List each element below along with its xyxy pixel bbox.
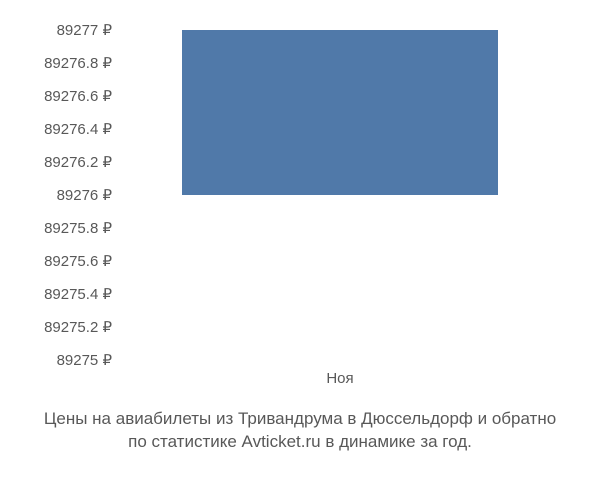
y-tick-label: 89275.4 ₽ (44, 285, 112, 303)
y-tick-label: 89275 ₽ (57, 351, 112, 369)
y-tick-label: 89275.6 ₽ (44, 252, 112, 270)
y-tick-label: 89276.8 ₽ (44, 54, 112, 72)
y-tick-label: 89277 ₽ (57, 21, 112, 39)
chart-caption: Цены на авиабилеты из Тривандрума в Дюсс… (0, 408, 600, 454)
y-tick-label: 89275.2 ₽ (44, 318, 112, 336)
y-tick-label: 89276.2 ₽ (44, 153, 112, 171)
chart-region: Ноя (120, 30, 560, 360)
caption-line: Цены на авиабилеты из Тривандрума в Дюсс… (0, 408, 600, 431)
bar (182, 30, 499, 195)
y-tick-label: 89276.6 ₽ (44, 87, 112, 105)
x-tick-label: Ноя (326, 370, 353, 387)
y-axis-labels: 89277 ₽89276.8 ₽89276.6 ₽89276.4 ₽89276.… (0, 30, 120, 360)
y-tick-label: 89276 ₽ (57, 186, 112, 204)
caption-line: по статистике Avticket.ru в динамике за … (0, 431, 600, 454)
y-tick-label: 89275.8 ₽ (44, 219, 112, 237)
y-tick-label: 89276.4 ₽ (44, 120, 112, 138)
chart-container: 89277 ₽ 89276.8 ₽ 89276.6 ₽ 89276.4 ₽ 89276.… (0, 0, 600, 500)
plot-area: 89277 ₽89276.8 ₽89276.6 ₽89276.4 ₽89276.… (0, 30, 600, 360)
